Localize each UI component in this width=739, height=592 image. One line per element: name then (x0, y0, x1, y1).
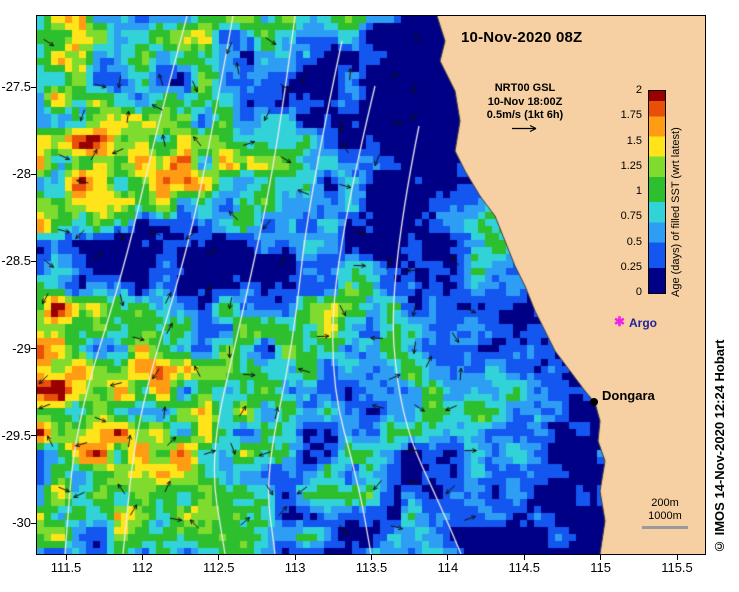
x-axis-tick-label: 114 (437, 560, 459, 575)
colorbar-tick-label: 1 (635, 185, 642, 197)
map-plot: 10-Nov-2020 08Z NRT00 GSL 10-Nov 18:00Z … (36, 15, 706, 555)
x-axis-tick-label: 115.5 (661, 560, 693, 575)
colorbar-tick-label: 0.25 (620, 260, 642, 273)
colorbar-tick-label: 0.75 (620, 210, 642, 223)
vector-legend: NRT00 GSL 10-Nov 18:00Z 0.5m/s (1kt 6h) (467, 82, 583, 137)
x-axis-tick-label: 115 (590, 560, 611, 575)
vector-legend-scale: 0.5m/s (1kt 6h) (486, 109, 564, 121)
y-axis-tick-label: -29 (12, 340, 31, 356)
x-axis-tick (294, 555, 296, 560)
x-axis-tick (447, 555, 449, 560)
vector-legend-model: NRT00 GSL (494, 82, 556, 94)
y-axis-tick (31, 260, 36, 262)
argo-label: Argo (629, 316, 657, 330)
dongara-marker-icon (590, 398, 598, 406)
colorbar-tick-label: 1.25 (620, 159, 642, 172)
colorbar-tick-label: 2 (635, 84, 642, 96)
vector-legend-time: 10-Nov 18:00Z (487, 95, 563, 108)
y-axis-tick-label: -29.5 (1, 427, 31, 443)
colorbar-tick-label: 1.75 (620, 109, 642, 122)
x-axis-tick-label: 112 (132, 560, 153, 575)
x-axis-tick-label: 113.5 (355, 560, 388, 575)
x-axis-tick-label: 112.5 (202, 560, 235, 575)
x-axis-tick (600, 555, 602, 560)
colorbar-tick-label: 0.5 (626, 235, 642, 248)
y-axis-tick (31, 522, 36, 524)
y-axis-tick-label: -27.5 (1, 79, 31, 94)
depth-legend: 200m 1000m (637, 497, 693, 529)
depth-1000m-line (642, 526, 688, 529)
argo-marker-icon: ✱ (614, 314, 625, 329)
dongara-label: Dongara (602, 388, 655, 403)
colorbar-tick-label: 0 (635, 286, 642, 298)
x-axis-tick (523, 555, 525, 560)
y-axis-tick-label: -28.5 (1, 253, 31, 269)
colorbar-label: Age (days) of filled SST (wrt latest) (670, 127, 682, 297)
x-axis-tick (676, 555, 678, 560)
depth-200m-label: 200m (651, 497, 679, 509)
x-axis-tick (141, 555, 143, 560)
plot-title: 10-Nov-2020 08Z (461, 29, 583, 46)
watermark: © IMOS 14-Nov-2020 12:24 Hobart (712, 339, 727, 554)
x-axis-tick (65, 555, 67, 560)
vector-scale-arrow-icon (512, 124, 537, 132)
y-axis-tick (31, 86, 36, 88)
x-axis-tick (218, 555, 220, 560)
x-axis-tick-label: 111.5 (50, 560, 82, 575)
x-axis-tick-label: 114.5 (508, 560, 541, 575)
map-canvas (37, 16, 705, 554)
x-axis-tick (371, 555, 372, 560)
x-axis-tick-label: 113 (284, 560, 306, 575)
y-axis-tick (31, 348, 36, 350)
y-axis-tick (31, 173, 36, 175)
colorbar (648, 90, 666, 294)
colorbar-tick-label: 1.5 (626, 134, 642, 147)
y-axis-tick-label: -28 (12, 166, 31, 182)
depth-1000m-label: 1000m (648, 510, 682, 522)
y-axis-tick-label: -30 (12, 515, 31, 530)
y-axis-tick (31, 435, 36, 437)
